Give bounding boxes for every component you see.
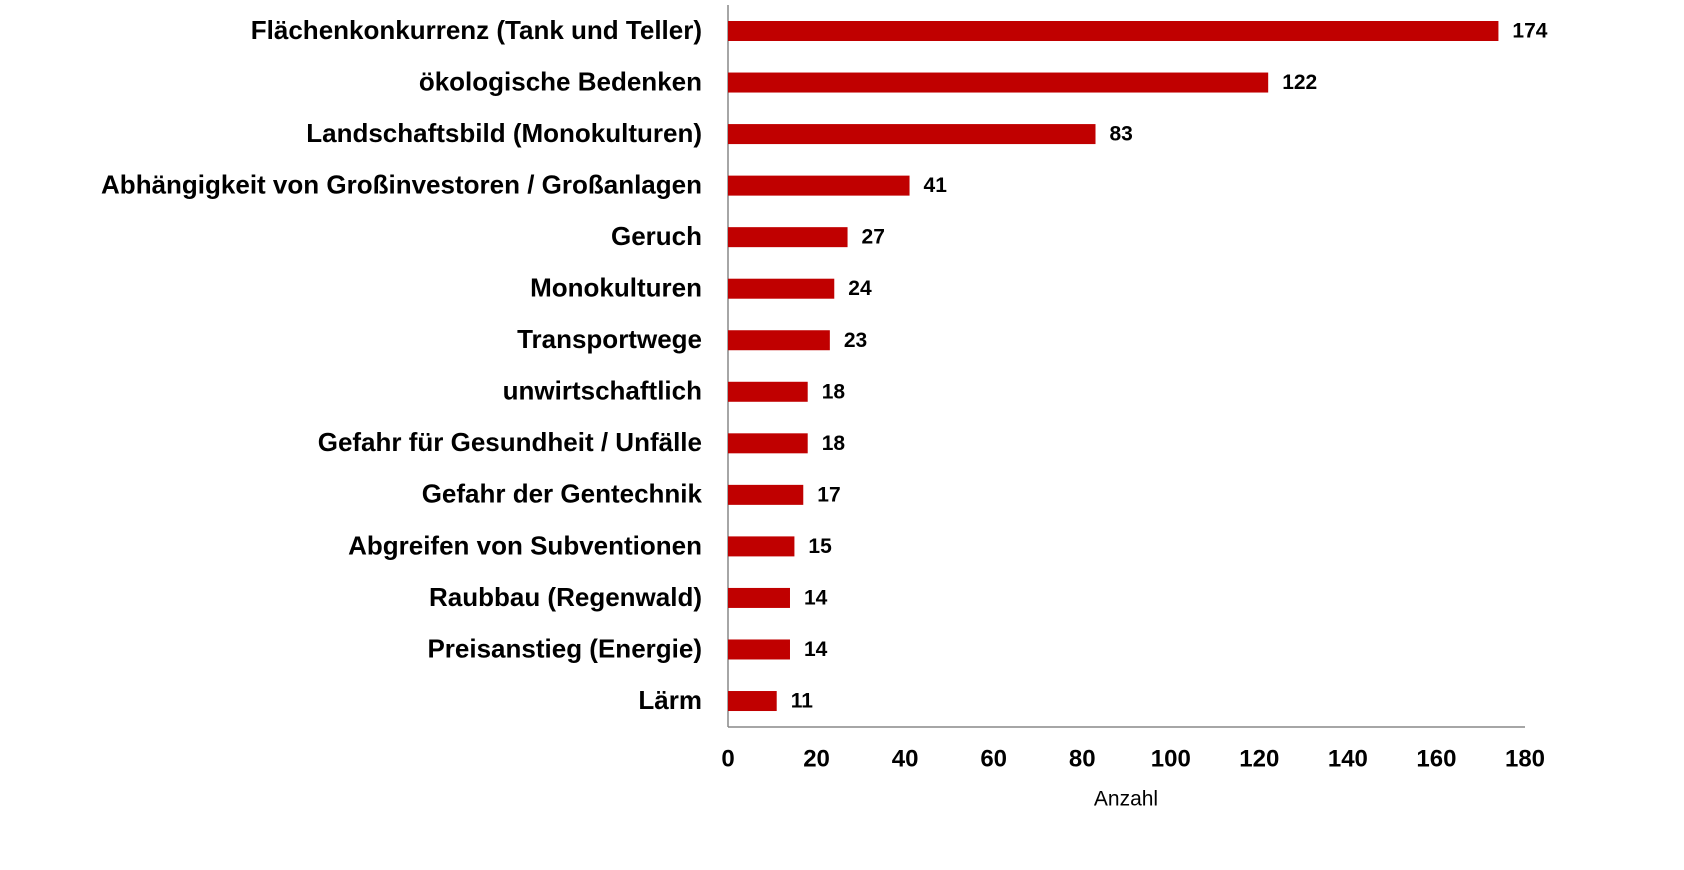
- x-tick-label: 20: [803, 745, 830, 772]
- y-tick-label: ökologische Bedenken: [419, 66, 702, 96]
- bar: [728, 175, 910, 196]
- x-tick-label: 160: [1416, 745, 1456, 772]
- value-label: 18: [822, 432, 846, 455]
- x-axis-label: Anzahl: [1094, 788, 1158, 811]
- value-label: 83: [1110, 123, 1133, 146]
- y-tick-label: Transportwege: [517, 324, 702, 354]
- y-tick-label: Abhängigkeit von Großinvestoren / Großan…: [101, 169, 702, 199]
- y-tick-label: Raubbau (Regenwald): [429, 582, 702, 612]
- y-tick-label: Gefahr für Gesundheit / Unfälle: [318, 427, 702, 457]
- bar: [728, 227, 848, 248]
- value-label: 23: [844, 329, 867, 352]
- value-label: 14: [804, 638, 828, 661]
- bar: [728, 691, 777, 712]
- value-label: 174: [1512, 20, 1547, 43]
- bar: [728, 587, 790, 608]
- y-tick-label: Monokulturen: [530, 273, 702, 303]
- x-tick-label: 100: [1151, 745, 1191, 772]
- value-label: 14: [804, 586, 828, 609]
- bar: [728, 21, 1499, 41]
- x-tick-label: 80: [1069, 745, 1096, 772]
- value-label: 15: [808, 535, 832, 558]
- y-tick-label: Abgreifen von Subventionen: [348, 530, 702, 560]
- value-label: 11: [791, 690, 814, 713]
- bar: [728, 124, 1096, 145]
- bar: [728, 536, 795, 557]
- value-label: 18: [822, 380, 846, 403]
- bar: [728, 484, 804, 505]
- y-tick-label: Geruch: [611, 221, 702, 251]
- value-label: 122: [1282, 71, 1317, 94]
- x-tick-label: 120: [1239, 745, 1279, 772]
- bar: [728, 639, 790, 660]
- x-tick-label: 40: [892, 745, 919, 772]
- value-label: 41: [924, 174, 948, 197]
- value-label: 17: [817, 483, 840, 506]
- y-tick-label: Lärm: [638, 685, 702, 715]
- value-label: 27: [862, 226, 885, 249]
- y-tick-label: Landschaftsbild (Monokulturen): [306, 118, 702, 148]
- x-tick-label: 180: [1505, 745, 1545, 772]
- bar: [728, 330, 830, 351]
- y-tick-label: Preisanstieg (Energie): [427, 633, 702, 663]
- bar: [728, 433, 808, 454]
- x-tick-label: 140: [1328, 745, 1368, 772]
- y-tick-label: unwirtschaftlich: [503, 376, 702, 406]
- x-tick-label: 60: [980, 745, 1007, 772]
- bar: [728, 278, 835, 299]
- value-label: 24: [848, 277, 872, 300]
- y-tick-label: Flächenkonkurrenz (Tank und Teller): [251, 15, 702, 45]
- bar: [728, 381, 808, 402]
- y-tick-label: Gefahr der Gentechnik: [422, 479, 703, 509]
- bar: [728, 72, 1269, 93]
- x-tick-label: 0: [721, 745, 734, 772]
